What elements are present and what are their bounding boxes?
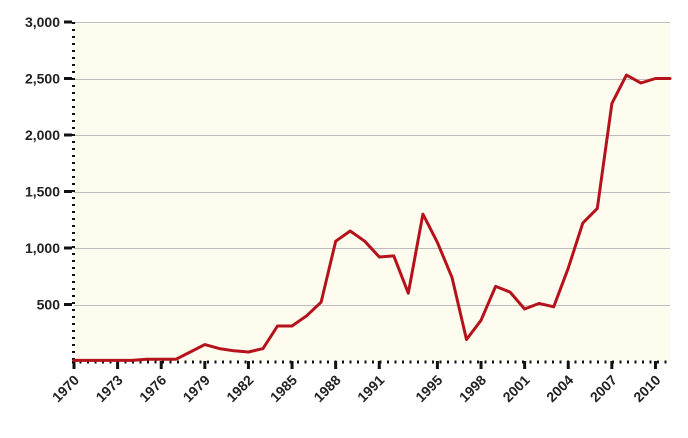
data-point-2000 [509,291,512,294]
data-point-1980 [218,347,221,350]
x-tick-label: 1970 [49,372,82,405]
x-tick-label: 1991 [354,372,387,405]
data-point-1986 [305,314,308,317]
data-point-2001 [523,308,526,311]
gridlines [74,22,670,306]
data-point-1970 [73,359,76,362]
x-tick-label: 2004 [543,372,576,405]
data-point-1985 [291,324,294,327]
data-point-1995 [436,241,439,244]
series-line-value [72,73,672,362]
y-axis-ticks: 500 1,000 1,500 2,000 2,500 3,000 [25,14,72,313]
data-point-2006 [596,207,599,210]
data-point-2003 [552,305,555,308]
data-point-1983 [261,347,264,350]
data-point-2011 [669,77,672,80]
data-point-1972 [102,359,105,362]
data-point-1997 [465,338,468,341]
y-tick-label: 500 [37,297,61,313]
data-point-1982 [247,350,250,353]
y-tick-label: 3,000 [25,14,60,30]
data-point-1979 [203,343,206,346]
data-point-1992 [392,254,395,257]
data-point-2002 [538,302,541,305]
data-point-1975 [145,358,148,361]
data-point-1988 [334,240,337,243]
plot-background [74,22,670,361]
data-point-1991 [378,256,381,259]
data-point-2010 [654,77,657,80]
data-point-1976 [160,358,163,361]
x-tick-label: 1976 [136,372,169,405]
data-point-1999 [494,285,497,288]
data-point-2004 [567,267,570,270]
data-point-1977 [174,358,177,361]
x-tick-label: 1995 [412,372,445,405]
data-point-1978 [189,350,192,353]
x-axis-ticks: 1970 1973 1976 1979 1982 1985 1988 1991 1995 1998… [49,361,664,405]
x-tick-label: 2007 [587,372,620,405]
data-point-1987 [320,301,323,304]
data-point-2005 [581,222,584,225]
x-tick-label: 2001 [499,372,532,405]
data-point-1990 [363,240,366,243]
data-point-1998 [480,319,483,322]
data-point-2008 [625,74,628,77]
x-tick-label: 1985 [267,372,300,405]
y-tick-label: 2,000 [25,127,60,143]
axes [72,22,672,364]
x-tick-label: 1979 [180,372,213,405]
data-point-1973 [116,359,119,362]
data-point-1981 [232,349,235,352]
y-tick-label: 2,500 [25,71,60,87]
data-point-2009 [639,82,642,85]
y-tick-label: 1,000 [25,240,60,256]
data-point-1971 [87,359,90,362]
x-tick-label: 1982 [223,372,256,405]
y-tick-label: 1,500 [25,184,60,200]
data-point-1993 [407,292,410,295]
x-tick-label: 2010 [630,372,663,405]
x-tick-label: 1988 [310,372,343,405]
data-point-1974 [131,359,134,362]
data-point-1984 [276,324,279,327]
series-layer [72,73,672,362]
x-tick-label: 1973 [92,372,125,405]
data-point-1994 [421,213,424,216]
data-point-1989 [349,230,352,233]
data-point-1996 [450,276,453,279]
x-tick-label: 1998 [456,372,489,405]
data-point-2007 [610,102,613,105]
